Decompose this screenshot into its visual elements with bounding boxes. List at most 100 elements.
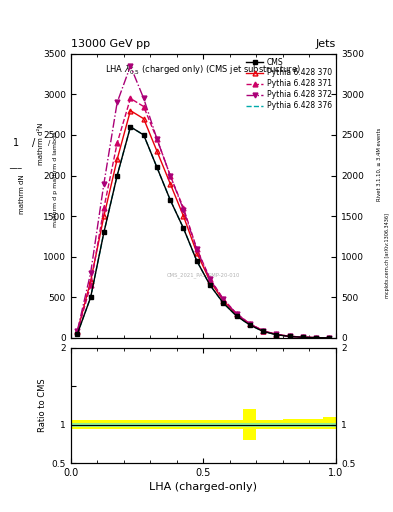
Pythia 6.428 370 [248, 321, 252, 327]
CMS [195, 258, 199, 264]
Text: Rivet 3.1.10, ≥ 3.4M events: Rivet 3.1.10, ≥ 3.4M events [377, 127, 382, 201]
Pythia 6.428 371 [101, 205, 106, 211]
CMS [314, 335, 318, 341]
Pythia 6.428 372 [128, 63, 133, 69]
Pythia 6.428 371 [154, 136, 159, 142]
Line: Pythia 6.428 372: Pythia 6.428 372 [75, 63, 332, 340]
Pythia 6.428 370 [195, 250, 199, 256]
Bar [84, 420, 97, 430]
Pythia 6.428 376 [154, 164, 159, 170]
CMS [287, 333, 292, 339]
Pythia 6.428 376 [181, 225, 186, 231]
Pythia 6.428 371 [75, 329, 80, 335]
Pythia 6.428 376 [287, 333, 292, 339]
Bar [163, 420, 177, 430]
Pythia 6.428 376 [248, 322, 252, 328]
Pythia 6.428 372 [208, 276, 212, 283]
Text: mathrm dN: mathrm dN [18, 175, 25, 215]
Pythia 6.428 370 [168, 181, 173, 187]
Line: CMS: CMS [75, 124, 332, 340]
Pythia 6.428 370 [274, 331, 279, 337]
CMS [301, 334, 305, 340]
CMS [234, 313, 239, 319]
Pythia 6.428 371 [115, 140, 119, 146]
Pythia 6.428 376 [128, 124, 133, 130]
Bar [124, 420, 137, 430]
Legend: CMS, Pythia 6.428 370, Pythia 6.428 371, Pythia 6.428 372, Pythia 6.428 376: CMS, Pythia 6.428 370, Pythia 6.428 371,… [245, 56, 334, 112]
CMS [221, 300, 226, 306]
CMS [208, 282, 212, 288]
Pythia 6.428 372 [101, 181, 106, 187]
Bar [190, 420, 204, 430]
Pythia 6.428 371 [301, 334, 305, 340]
CMS [154, 164, 159, 170]
Pythia 6.428 376 [195, 258, 199, 264]
Line: Pythia 6.428 376: Pythia 6.428 376 [77, 127, 329, 338]
Pythia 6.428 371 [195, 246, 199, 252]
Bar [310, 419, 323, 430]
Pythia 6.428 370 [314, 334, 318, 340]
Bar [230, 420, 243, 430]
Pythia 6.428 371 [261, 328, 265, 334]
CMS [181, 225, 186, 231]
Pythia 6.428 372 [115, 99, 119, 105]
Pythia 6.428 376 [261, 328, 265, 334]
Bar [97, 420, 110, 430]
Pythia 6.428 370 [261, 328, 265, 334]
Pythia 6.428 376 [208, 282, 212, 288]
Y-axis label: Ratio to CMS: Ratio to CMS [39, 379, 47, 433]
Pythia 6.428 376 [141, 132, 146, 138]
Pythia 6.428 370 [287, 333, 292, 339]
Pythia 6.428 372 [327, 335, 332, 341]
Pythia 6.428 372 [221, 296, 226, 303]
Pythia 6.428 376 [234, 313, 239, 319]
Pythia 6.428 372 [168, 173, 173, 179]
Text: mcplots.cern.ch [arXiv:1306.3436]: mcplots.cern.ch [arXiv:1306.3436] [385, 214, 389, 298]
Pythia 6.428 371 [88, 282, 93, 288]
Pythia 6.428 376 [168, 197, 173, 203]
X-axis label: LHA (charged-only): LHA (charged-only) [149, 482, 257, 493]
Pythia 6.428 372 [141, 95, 146, 101]
Pythia 6.428 376 [221, 300, 226, 306]
Pythia 6.428 376 [115, 173, 119, 179]
Pythia 6.428 370 [141, 116, 146, 122]
Bar [177, 420, 190, 430]
CMS [168, 197, 173, 203]
Pythia 6.428 372 [88, 270, 93, 276]
Pythia 6.428 372 [287, 333, 292, 339]
CMS [88, 294, 93, 301]
Pythia 6.428 376 [301, 334, 305, 340]
Pythia 6.428 371 [248, 321, 252, 327]
Pythia 6.428 372 [261, 328, 265, 334]
Pythia 6.428 371 [141, 103, 146, 110]
Bar [150, 420, 163, 430]
Text: LHA $\lambda^{1}_{0.5}$ (charged only) (CMS jet substructure): LHA $\lambda^{1}_{0.5}$ (charged only) (… [105, 62, 301, 77]
Pythia 6.428 370 [234, 311, 239, 317]
Text: CMS_2021_PAS-SMP-20-010: CMS_2021_PAS-SMP-20-010 [167, 272, 240, 278]
Bar [323, 417, 336, 430]
Bar [137, 420, 150, 430]
Text: /: / [32, 138, 35, 148]
Pythia 6.428 370 [208, 278, 212, 284]
Bar [71, 422, 336, 427]
CMS [128, 124, 133, 130]
CMS [75, 331, 80, 337]
Bar [256, 420, 270, 430]
Pythia 6.428 371 [274, 331, 279, 337]
Pythia 6.428 372 [301, 334, 305, 340]
Line: Pythia 6.428 371: Pythia 6.428 371 [75, 96, 332, 340]
Pythia 6.428 372 [248, 321, 252, 327]
CMS [274, 332, 279, 338]
Pythia 6.428 376 [101, 229, 106, 236]
Bar [71, 420, 84, 430]
Pythia 6.428 372 [234, 311, 239, 317]
Pythia 6.428 370 [221, 297, 226, 304]
Text: mathrm d²N: mathrm d²N [38, 122, 44, 165]
Pythia 6.428 371 [287, 333, 292, 339]
Bar [204, 420, 217, 430]
CMS [141, 132, 146, 138]
Pythia 6.428 372 [274, 331, 279, 337]
Pythia 6.428 370 [88, 278, 93, 284]
Pythia 6.428 370 [115, 156, 119, 162]
Pythia 6.428 372 [75, 328, 80, 334]
